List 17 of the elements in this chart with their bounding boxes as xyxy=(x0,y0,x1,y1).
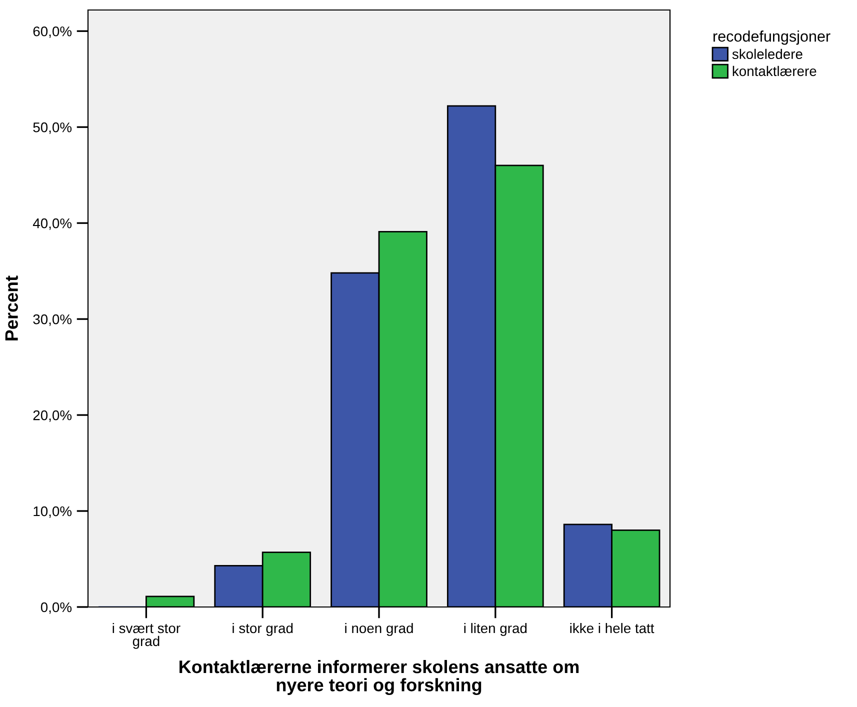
legend-title: recodefungsjoner xyxy=(714,30,830,45)
x-tick-label: i stor grad xyxy=(232,622,293,636)
y-tick-label: 10,0% xyxy=(34,506,72,518)
x-tick-label: i liten grad xyxy=(464,622,527,636)
x-tick-label: i noen grad xyxy=(345,622,413,636)
x-tick-label: ikke i hele tatt xyxy=(570,622,654,634)
y-tick-label: 30,0% xyxy=(33,314,72,326)
legend-label: skoleledere xyxy=(732,48,802,60)
y-axis-title: Percent xyxy=(5,276,18,340)
y-tick-label: 40,0% xyxy=(32,218,72,230)
y-tick-label: 20,0% xyxy=(33,410,72,422)
x-axis-title: Kontaktlærerne informerer skolens ansatte om nyere teori og forskning xyxy=(180,660,579,696)
y-tick-label: 50,0% xyxy=(33,122,72,134)
y-tick-label: 0,0% xyxy=(40,602,72,614)
y-tick-label: 60,0% xyxy=(33,26,72,38)
x-tick-label: i svært stor grad xyxy=(112,622,180,649)
legend-label: kontaktlærere xyxy=(732,66,816,76)
